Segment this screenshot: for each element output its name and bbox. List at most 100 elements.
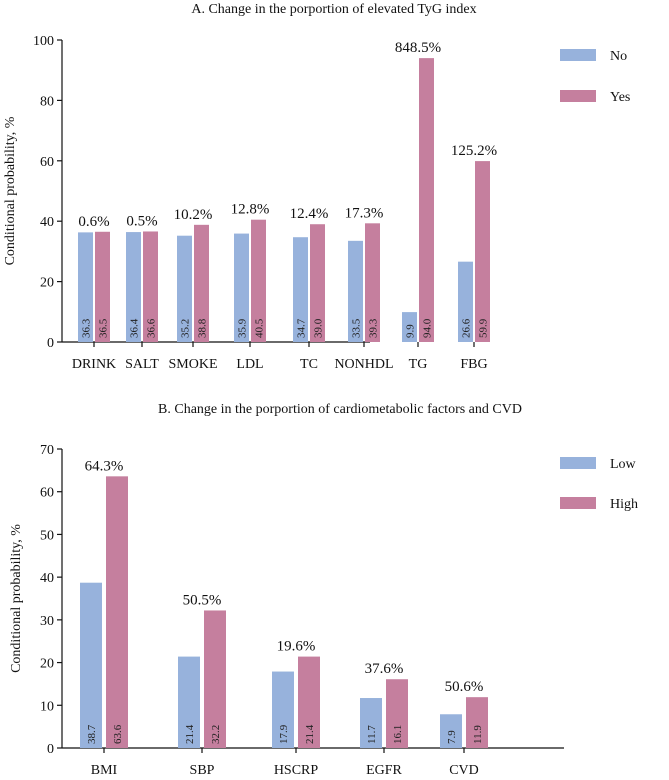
- b-bar-value-label: 17.9: [278, 724, 290, 744]
- panel-a-chart: A. Change in the porportion of elevated …: [3, 2, 630, 372]
- b-bar-value-label: 11.7: [366, 725, 378, 744]
- b-bar-value-label: 38.7: [86, 724, 98, 744]
- a-x-tick-label: DRINK: [72, 357, 116, 372]
- a-bar-no: [234, 233, 249, 342]
- a-x-tick-label: SALT: [125, 357, 159, 372]
- b-y-axis-label: Conditional probability, %: [9, 524, 24, 673]
- a-y-tick-label: 80: [40, 94, 54, 109]
- a-legend-swatch-no: [560, 49, 596, 61]
- b-bar-low: [80, 582, 102, 748]
- a-bar-no: [402, 312, 417, 342]
- a-chart-title: A. Change in the porportion of elevated …: [191, 2, 476, 17]
- a-bar-no: [293, 237, 308, 342]
- b-bar-value-label: 32.2: [210, 725, 222, 744]
- b-x-tick-label: EGFR: [366, 763, 402, 778]
- a-bar-no: [177, 235, 192, 342]
- a-bar-value-label: 34.7: [296, 318, 308, 338]
- a-bar-value-label: 40.5: [254, 318, 266, 338]
- a-x-tick-label: FBG: [460, 357, 487, 372]
- a-bar-value-label: 9.9: [405, 324, 417, 338]
- b-bar-value-label: 11.9: [472, 725, 484, 744]
- a-x-tick-label: NONHDL: [334, 357, 393, 372]
- a-y-tick-label: 100: [33, 34, 54, 49]
- a-change-label: 10.2%: [174, 207, 213, 223]
- b-bar-high: [466, 697, 488, 748]
- a-change-label: 0.5%: [126, 213, 157, 229]
- a-bar-yes: [95, 231, 110, 342]
- a-bar-yes: [143, 231, 158, 342]
- b-y-tick-label: 40: [40, 571, 54, 586]
- a-bar-value-label: 38.8: [197, 318, 209, 338]
- b-change-label: 37.6%: [365, 661, 404, 677]
- a-legend-label-yes: Yes: [610, 90, 630, 105]
- a-bar-value-label: 36.5: [98, 318, 110, 338]
- b-y-tick-label: 30: [40, 614, 54, 629]
- b-bar-value-label: 7.9: [446, 730, 458, 744]
- b-y-tick-label: 10: [40, 699, 54, 714]
- b-bar-low: [178, 656, 200, 748]
- b-change-label: 50.6%: [445, 679, 484, 695]
- b-y-tick-label: 20: [40, 657, 54, 672]
- a-bar-value-label: 36.4: [129, 318, 141, 338]
- b-bar-high: [106, 476, 128, 748]
- a-bar-no: [126, 232, 141, 342]
- b-bar-high: [386, 679, 408, 748]
- b-y-tick-label: 0: [47, 742, 54, 757]
- b-legend-swatch-low: [560, 457, 596, 469]
- b-bar-low: [360, 698, 382, 748]
- a-bar-yes: [251, 219, 266, 342]
- b-y-tick-label: 60: [40, 486, 54, 501]
- a-bar-no: [78, 232, 93, 342]
- b-change-label: 19.6%: [277, 639, 316, 655]
- a-change-label: 12.4%: [290, 206, 329, 222]
- b-bar-value-label: 63.6: [112, 724, 124, 744]
- b-bar-high: [298, 656, 320, 748]
- a-y-tick-label: 60: [40, 155, 54, 170]
- a-legend-swatch-yes: [560, 90, 596, 102]
- a-change-label: 12.8%: [231, 202, 270, 218]
- b-legend-label-low: Low: [610, 457, 637, 472]
- a-bar-value-label: 36.6: [146, 318, 158, 338]
- a-x-tick-label: TG: [409, 357, 428, 372]
- a-y-tick-label: 20: [40, 276, 54, 291]
- a-bar-no: [458, 261, 473, 342]
- b-x-tick-label: HSCRP: [274, 763, 319, 778]
- a-bar-value-label: 36.3: [81, 318, 93, 338]
- a-change-label: 848.5%: [395, 40, 441, 56]
- b-y-tick-label: 50: [40, 528, 54, 543]
- a-bar-no: [348, 240, 363, 342]
- b-change-label: 64.3%: [85, 458, 124, 474]
- b-bar-low: [272, 671, 294, 748]
- a-x-tick-label: TC: [300, 357, 318, 372]
- b-y-tick-label: 70: [40, 443, 54, 458]
- b-bar-low: [440, 714, 462, 748]
- a-bar-value-label: 35.9: [237, 318, 249, 338]
- panel-b-chart: B. Change in the porportion of cardiomet…: [9, 402, 638, 778]
- a-y-tick-label: 40: [40, 215, 54, 230]
- a-bar-yes: [365, 223, 380, 342]
- a-x-tick-label: LDL: [236, 357, 263, 372]
- a-bar-value-label: 26.6: [461, 318, 473, 338]
- a-bar-yes: [310, 224, 325, 342]
- b-chart-title: B. Change in the porportion of cardiomet…: [158, 402, 522, 417]
- b-legend-swatch-high: [560, 497, 596, 509]
- a-bar-yes: [419, 58, 434, 343]
- b-bar-value-label: 21.4: [304, 724, 316, 744]
- a-bar-value-label: 39.3: [368, 318, 380, 338]
- a-change-label: 17.3%: [345, 205, 384, 221]
- a-y-tick-label: 0: [47, 336, 54, 351]
- a-legend-label-no: No: [610, 49, 627, 64]
- a-bar-value-label: 33.5: [351, 318, 363, 338]
- a-bar-yes: [194, 224, 209, 342]
- a-bar-value-label: 59.9: [478, 318, 490, 338]
- a-y-axis-label: Conditional probability, %: [3, 116, 18, 265]
- b-change-label: 50.5%: [183, 592, 222, 608]
- a-bar-value-label: 94.0: [422, 318, 434, 338]
- b-bar-high: [204, 610, 226, 748]
- b-legend-label-high: High: [610, 497, 638, 512]
- b-x-tick-label: SBP: [190, 763, 215, 778]
- b-bar-value-label: 21.4: [184, 724, 196, 744]
- a-bar-value-label: 39.0: [313, 318, 325, 338]
- a-bar-value-label: 35.2: [180, 319, 192, 338]
